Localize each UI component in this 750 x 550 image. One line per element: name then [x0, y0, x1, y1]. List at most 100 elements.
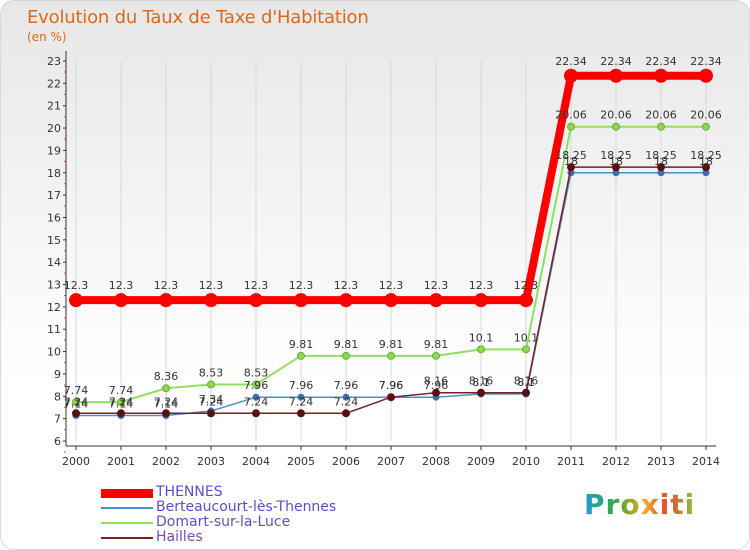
- data-label: 18.25: [690, 149, 722, 162]
- data-label: 7.96: [334, 379, 359, 392]
- x-tick-label: 2001: [107, 455, 135, 468]
- x-tick-label: 2007: [377, 455, 405, 468]
- data-point: [342, 409, 350, 418]
- legend-swatch: [101, 522, 153, 524]
- data-label: 7.14: [109, 398, 134, 411]
- data-point: [207, 380, 215, 389]
- data-label: 22.34: [600, 55, 632, 68]
- data-point: [477, 345, 485, 354]
- data-point: [342, 351, 350, 360]
- data-point: [429, 293, 443, 308]
- y-tick-label: 8: [54, 390, 61, 403]
- data-point: [72, 409, 80, 418]
- data-label: 8.1: [517, 376, 535, 389]
- data-label: 10.1: [469, 331, 494, 344]
- data-label: 7.24: [109, 395, 134, 408]
- data-label: 20.06: [600, 109, 632, 122]
- data-point: [297, 409, 305, 418]
- x-tick-label: 2009: [467, 455, 495, 468]
- series-domart-sur-la-luce: [72, 122, 710, 407]
- data-point: [612, 122, 620, 131]
- data-point: [162, 409, 170, 418]
- data-label: 7.24: [199, 395, 224, 408]
- data-label: 18: [609, 155, 623, 168]
- data-label: 22.34: [555, 55, 587, 68]
- y-tick-label: 10: [47, 346, 61, 359]
- data-point: [657, 163, 665, 172]
- data-label: 7.24: [154, 395, 179, 408]
- data-point: [519, 293, 533, 308]
- data-point: [252, 393, 260, 401]
- x-tick-label: 2002: [152, 455, 180, 468]
- y-tick-label: 21: [47, 100, 61, 113]
- data-label: 7.96: [289, 379, 314, 392]
- data-point: [159, 293, 173, 308]
- y-tick-label: 18: [47, 167, 61, 180]
- chart-title: Evolution du Taux de Taxe d'Habitation: [27, 7, 369, 28]
- x-tick-label: 2003: [197, 455, 225, 468]
- y-tick-label: 11: [47, 323, 61, 336]
- data-point: [162, 384, 170, 393]
- legend-swatch: [101, 488, 153, 498]
- data-point: [567, 122, 575, 131]
- data-point: [204, 293, 218, 308]
- data-label: 9.81: [334, 338, 359, 351]
- data-label: 18.25: [555, 149, 587, 162]
- data-label: 7.24: [289, 395, 314, 408]
- data-point: [654, 68, 668, 83]
- data-point: [477, 388, 485, 397]
- data-label: 18: [699, 155, 713, 168]
- x-tick-label: 2006: [332, 455, 360, 468]
- data-label: 12.3: [424, 279, 449, 292]
- series-layer: [69, 68, 713, 420]
- data-point: [609, 68, 623, 83]
- legend-label: Berteaucourt-lès-Thennes: [156, 499, 337, 515]
- x-tick-label: 2004: [242, 455, 270, 468]
- legend-label: THENNES: [156, 484, 223, 500]
- data-point: [657, 122, 665, 131]
- data-point: [474, 293, 488, 308]
- y-tick-label: 6: [54, 435, 61, 448]
- data-label: 7.34: [199, 393, 224, 406]
- data-label: 20.06: [645, 109, 677, 122]
- data-label: 12.3: [154, 279, 179, 292]
- data-point: [564, 68, 578, 83]
- y-tick-label: 23: [47, 55, 61, 68]
- data-point: [432, 351, 440, 360]
- data-point: [117, 409, 125, 418]
- y-tick-label: 14: [47, 256, 61, 269]
- data-label: 12.3: [514, 279, 539, 292]
- x-tick-label: 2005: [287, 455, 315, 468]
- data-label: 20.06: [555, 109, 587, 122]
- data-point: [702, 163, 710, 172]
- x-tick-label: 2008: [422, 455, 450, 468]
- x-tick-label: 2011: [557, 455, 585, 468]
- data-labels-layer: 12.3 12.3 12.3 12.3 12.3 12.3 12.3 12.3 12.3 12.3…: [64, 55, 722, 411]
- data-label: 20.06: [690, 109, 722, 122]
- data-label: 8.36: [154, 370, 179, 383]
- data-label: 12.3: [469, 279, 494, 292]
- legend-label: Hailles: [156, 529, 203, 545]
- data-point: [522, 388, 530, 397]
- data-label: 7.96: [379, 379, 404, 392]
- y-tick-label: 7: [54, 413, 61, 426]
- data-label: 8.16: [424, 375, 449, 388]
- data-label: 7.96: [424, 379, 449, 392]
- data-label: 7.14: [154, 398, 179, 411]
- data-label: 7.96: [379, 379, 404, 392]
- data-point: [699, 68, 713, 83]
- legend-swatch: [101, 537, 153, 539]
- series-thennes: [69, 68, 713, 308]
- data-point: [117, 398, 125, 407]
- data-label: 8.53: [244, 366, 269, 379]
- data-point: [252, 409, 260, 418]
- data-label: 12.3: [334, 279, 359, 292]
- data-point: [294, 293, 308, 308]
- data-label: 12.3: [289, 279, 314, 292]
- data-label: 9.81: [424, 338, 449, 351]
- x-tick-label: 2012: [602, 455, 630, 468]
- y-tick-label: 20: [47, 122, 61, 135]
- data-label: 7.14: [64, 398, 89, 411]
- data-label: 12.3: [199, 279, 224, 292]
